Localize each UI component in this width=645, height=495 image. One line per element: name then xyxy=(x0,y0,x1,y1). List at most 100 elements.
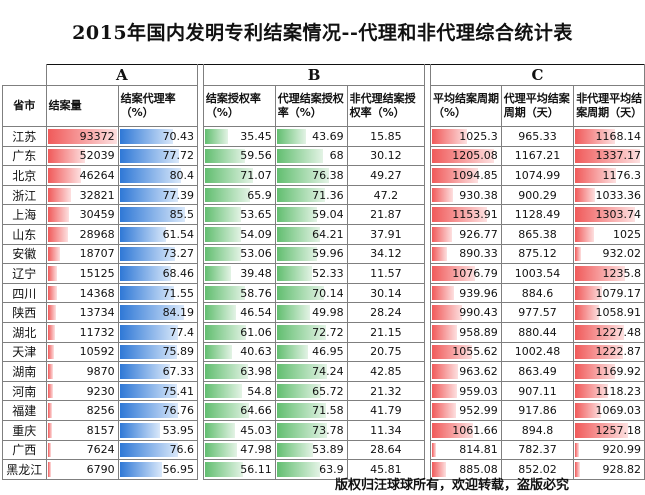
cell-fdl-sq: 11.57 xyxy=(346,263,426,284)
cell-value: 63.9 xyxy=(319,462,344,476)
cell-fdl-zq: 1222.87 xyxy=(573,341,645,363)
cell-value: 68.46 xyxy=(162,266,195,280)
data-bar xyxy=(204,324,247,340)
cell-value: 52039 xyxy=(79,149,115,163)
data-bar xyxy=(47,266,58,281)
data-bar xyxy=(432,364,458,379)
cell-value: 8157 xyxy=(86,423,115,437)
col-header-city: 省市 xyxy=(2,85,47,127)
data-bar xyxy=(276,344,309,360)
data-bar xyxy=(47,285,57,301)
cell-value: 1094.85 xyxy=(452,168,498,182)
cell-dailv: 53.95 xyxy=(117,419,199,441)
data-bar xyxy=(204,364,249,379)
cell-value: 77.4 xyxy=(169,325,195,339)
cell-value: 59.56 xyxy=(240,149,272,163)
cell-zhouqi: 1025.3 xyxy=(430,126,502,147)
cell-value: 28968 xyxy=(79,227,115,241)
cell-dl-sq: 71.36 xyxy=(274,184,348,206)
cell-fdl-sq: 21.15 xyxy=(346,321,426,343)
cell-dailv: 68.46 xyxy=(117,263,199,284)
cell-value: 61.54 xyxy=(162,227,195,241)
data-bar xyxy=(276,187,326,203)
cell-shouquan: 61.06 xyxy=(202,321,276,343)
data-bar xyxy=(432,148,495,164)
data-bar xyxy=(204,246,241,262)
group-c-label: C xyxy=(430,64,645,86)
table-row: 广西 7624 76.6 47.98 53.89 28.64 814.81 782.37 920… xyxy=(2,439,645,461)
cell-dl-sq: 59.04 xyxy=(274,204,348,225)
cell-value: 73.78 xyxy=(312,423,344,437)
data-bar xyxy=(119,187,179,203)
cell-dl-sq: 76.38 xyxy=(274,165,348,186)
cell-jiean: 7624 xyxy=(45,439,119,461)
cell-zhouqi: 1061.66 xyxy=(430,419,502,441)
data-bar xyxy=(575,344,624,360)
cell-value: 54.09 xyxy=(240,227,272,241)
cell-city: 重庆 xyxy=(2,419,47,441)
data-bar xyxy=(432,324,458,340)
cell-value: 52.33 xyxy=(312,266,344,280)
cell-value: 84.19 xyxy=(162,306,195,320)
data-bar xyxy=(204,226,242,242)
cell-value: 932.02 xyxy=(602,247,642,261)
cell-fdl-zq: 1176.3 xyxy=(573,165,645,186)
cell-city: 陕西 xyxy=(2,302,47,323)
data-bar xyxy=(432,344,472,360)
data-bar xyxy=(119,148,179,164)
data-bar xyxy=(47,442,52,458)
data-bar xyxy=(119,129,173,144)
cell-city: 山东 xyxy=(2,223,47,245)
data-bar xyxy=(204,207,241,222)
cell-fdl-zq: 1303.74 xyxy=(573,204,645,225)
cell-jiean: 8157 xyxy=(45,419,119,441)
cell-value: 1025 xyxy=(613,227,641,241)
cell-value: 85.5 xyxy=(169,208,195,222)
cell-value: 1076.79 xyxy=(452,266,498,280)
cell-value: 71.58 xyxy=(312,404,344,418)
cell-dailv: 67.33 xyxy=(117,361,199,382)
cell-value: 64.21 xyxy=(312,227,344,241)
table-row: 四川 14368 71.55 58.76 70.14 30.14 939.96 884.6 10… xyxy=(2,282,645,304)
cell-dl-sq: 74.24 xyxy=(274,361,348,382)
cell-value: 59.96 xyxy=(312,247,344,261)
cell-dl-zq: 863.49 xyxy=(500,361,575,382)
cell-value: 76.38 xyxy=(312,168,344,182)
table-row: 浙江 32821 77.39 65.9 71.36 47.2 930.38 900.29 103… xyxy=(2,184,645,206)
data-bar xyxy=(575,129,616,144)
cell-fdl-zq: 1168.14 xyxy=(573,126,645,147)
cell-value: 9870 xyxy=(86,364,115,378)
cell-fdl-sq: 37.91 xyxy=(346,223,426,245)
cell-dl-zq: 865.38 xyxy=(500,223,575,245)
cell-dl-sq: 43.69 xyxy=(274,126,348,147)
cell-fdl-sq: 21.87 xyxy=(346,204,426,225)
table-row: 江苏 93372 70.43 35.45 43.69 15.85 1025.3 965.33 1… xyxy=(2,126,645,147)
table-row: 北京 46264 80.4 71.07 76.38 49.27 1094.85 1074.99… xyxy=(2,165,645,186)
cell-city: 黑龙江 xyxy=(2,459,47,480)
cell-shouquan: 56.11 xyxy=(202,459,276,480)
cell-value: 939.96 xyxy=(459,286,498,300)
group-a-label: A xyxy=(45,64,199,86)
data-bar xyxy=(276,129,306,144)
col-header-dl-zq: 代理平均结案周期（天） xyxy=(500,85,575,127)
table-row: 福建 8256 76.76 64.66 71.58 41.79 952.99 917.86 10… xyxy=(2,400,645,421)
data-bar xyxy=(276,383,322,399)
cell-dailv: 71.55 xyxy=(117,282,199,304)
cell-value: 53.06 xyxy=(240,247,272,261)
cell-shouquan: 54.8 xyxy=(202,380,276,402)
cell-dl-zq: 782.37 xyxy=(500,439,575,461)
data-bar xyxy=(575,246,581,262)
cell-fdl-zq: 1033.36 xyxy=(573,184,645,206)
cell-value: 54.8 xyxy=(247,384,272,398)
cell-value: 9230 xyxy=(86,384,115,398)
data-bar xyxy=(47,344,54,360)
data-bar xyxy=(575,226,595,242)
cell-zhouqi: 1094.85 xyxy=(430,165,502,186)
cell-value: 959.03 xyxy=(459,384,498,398)
data-bar xyxy=(432,442,436,458)
cell-zhouqi: 939.96 xyxy=(430,282,502,304)
cell-zhouqi: 1076.79 xyxy=(430,263,502,284)
data-bar xyxy=(432,207,487,222)
cell-fdl-zq: 1235.8 xyxy=(573,263,645,284)
cell-value: 61.06 xyxy=(240,325,272,339)
